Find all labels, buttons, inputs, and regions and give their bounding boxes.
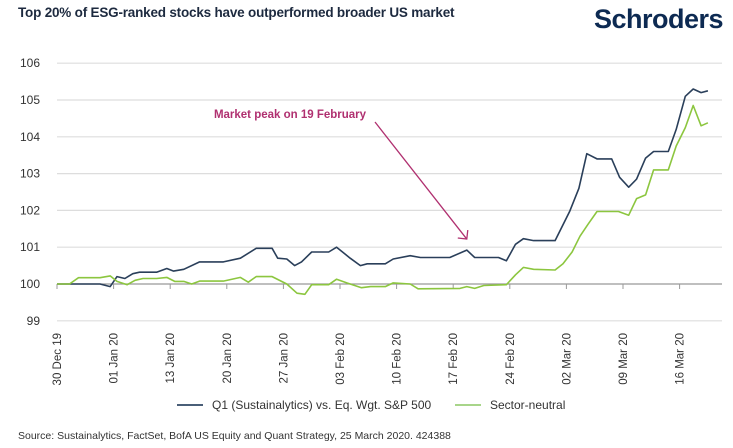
- y-tick-label: 100: [20, 277, 40, 291]
- x-tick-label: 13 Jan 20: [165, 333, 177, 384]
- series-line-sector-neutral: [57, 104, 709, 296]
- series-line-q1: [57, 88, 709, 288]
- x-tick-label: 24 Feb 20: [505, 333, 517, 385]
- x-tick-label: 09 Mar 20: [618, 333, 630, 385]
- x-tick-label: 02 Mar 20: [561, 333, 573, 385]
- y-tick-label: 99: [27, 314, 41, 328]
- x-tick-label: 20 Jan 20: [222, 333, 234, 384]
- x-tick-label: 01 Jan 20: [109, 333, 121, 384]
- annotation-market-peak: Market peak on 19 February: [214, 109, 367, 121]
- source-note: Source: Sustainalytics, FactSet, BofA US…: [18, 430, 451, 442]
- x-tick-label: 16 Mar 20: [675, 333, 687, 385]
- x-tick-label: 03 Feb 20: [335, 333, 347, 385]
- legend-label-q1: Q1 (Sustainalytics) vs. Eq. Wgt. S&P 500: [212, 398, 432, 412]
- schroders-logo: Schroders: [593, 4, 724, 34]
- y-tick-label: 106: [20, 56, 40, 70]
- y-tick-label: 101: [20, 240, 40, 254]
- legend-label-sector-neutral: Sector-neutral: [490, 398, 566, 412]
- y-tick-label: 103: [20, 167, 40, 181]
- legend-item-q1: Q1 (Sustainalytics) vs. Eq. Wgt. S&P 500: [177, 398, 431, 412]
- legend-swatch-q1: [177, 404, 203, 406]
- y-tick-label: 104: [20, 130, 40, 144]
- x-tick-label: 10 Feb 20: [392, 333, 404, 385]
- y-tick-label: 102: [20, 203, 40, 217]
- annotation-arrow: [374, 121, 468, 240]
- x-tick-label: 17 Feb 20: [448, 333, 460, 385]
- legend-swatch-sector-neutral: [455, 404, 481, 406]
- y-tick-label: 105: [20, 93, 40, 107]
- legend-item-sector-neutral: Sector-neutral: [455, 398, 565, 412]
- chart-title: Top 20% of ESG-ranked stocks have outper…: [18, 5, 455, 20]
- x-tick-label: 27 Jan 20: [278, 333, 290, 384]
- x-tick-label: 30 Dec 19: [52, 333, 64, 385]
- arrowhead-icon: [457, 229, 469, 240]
